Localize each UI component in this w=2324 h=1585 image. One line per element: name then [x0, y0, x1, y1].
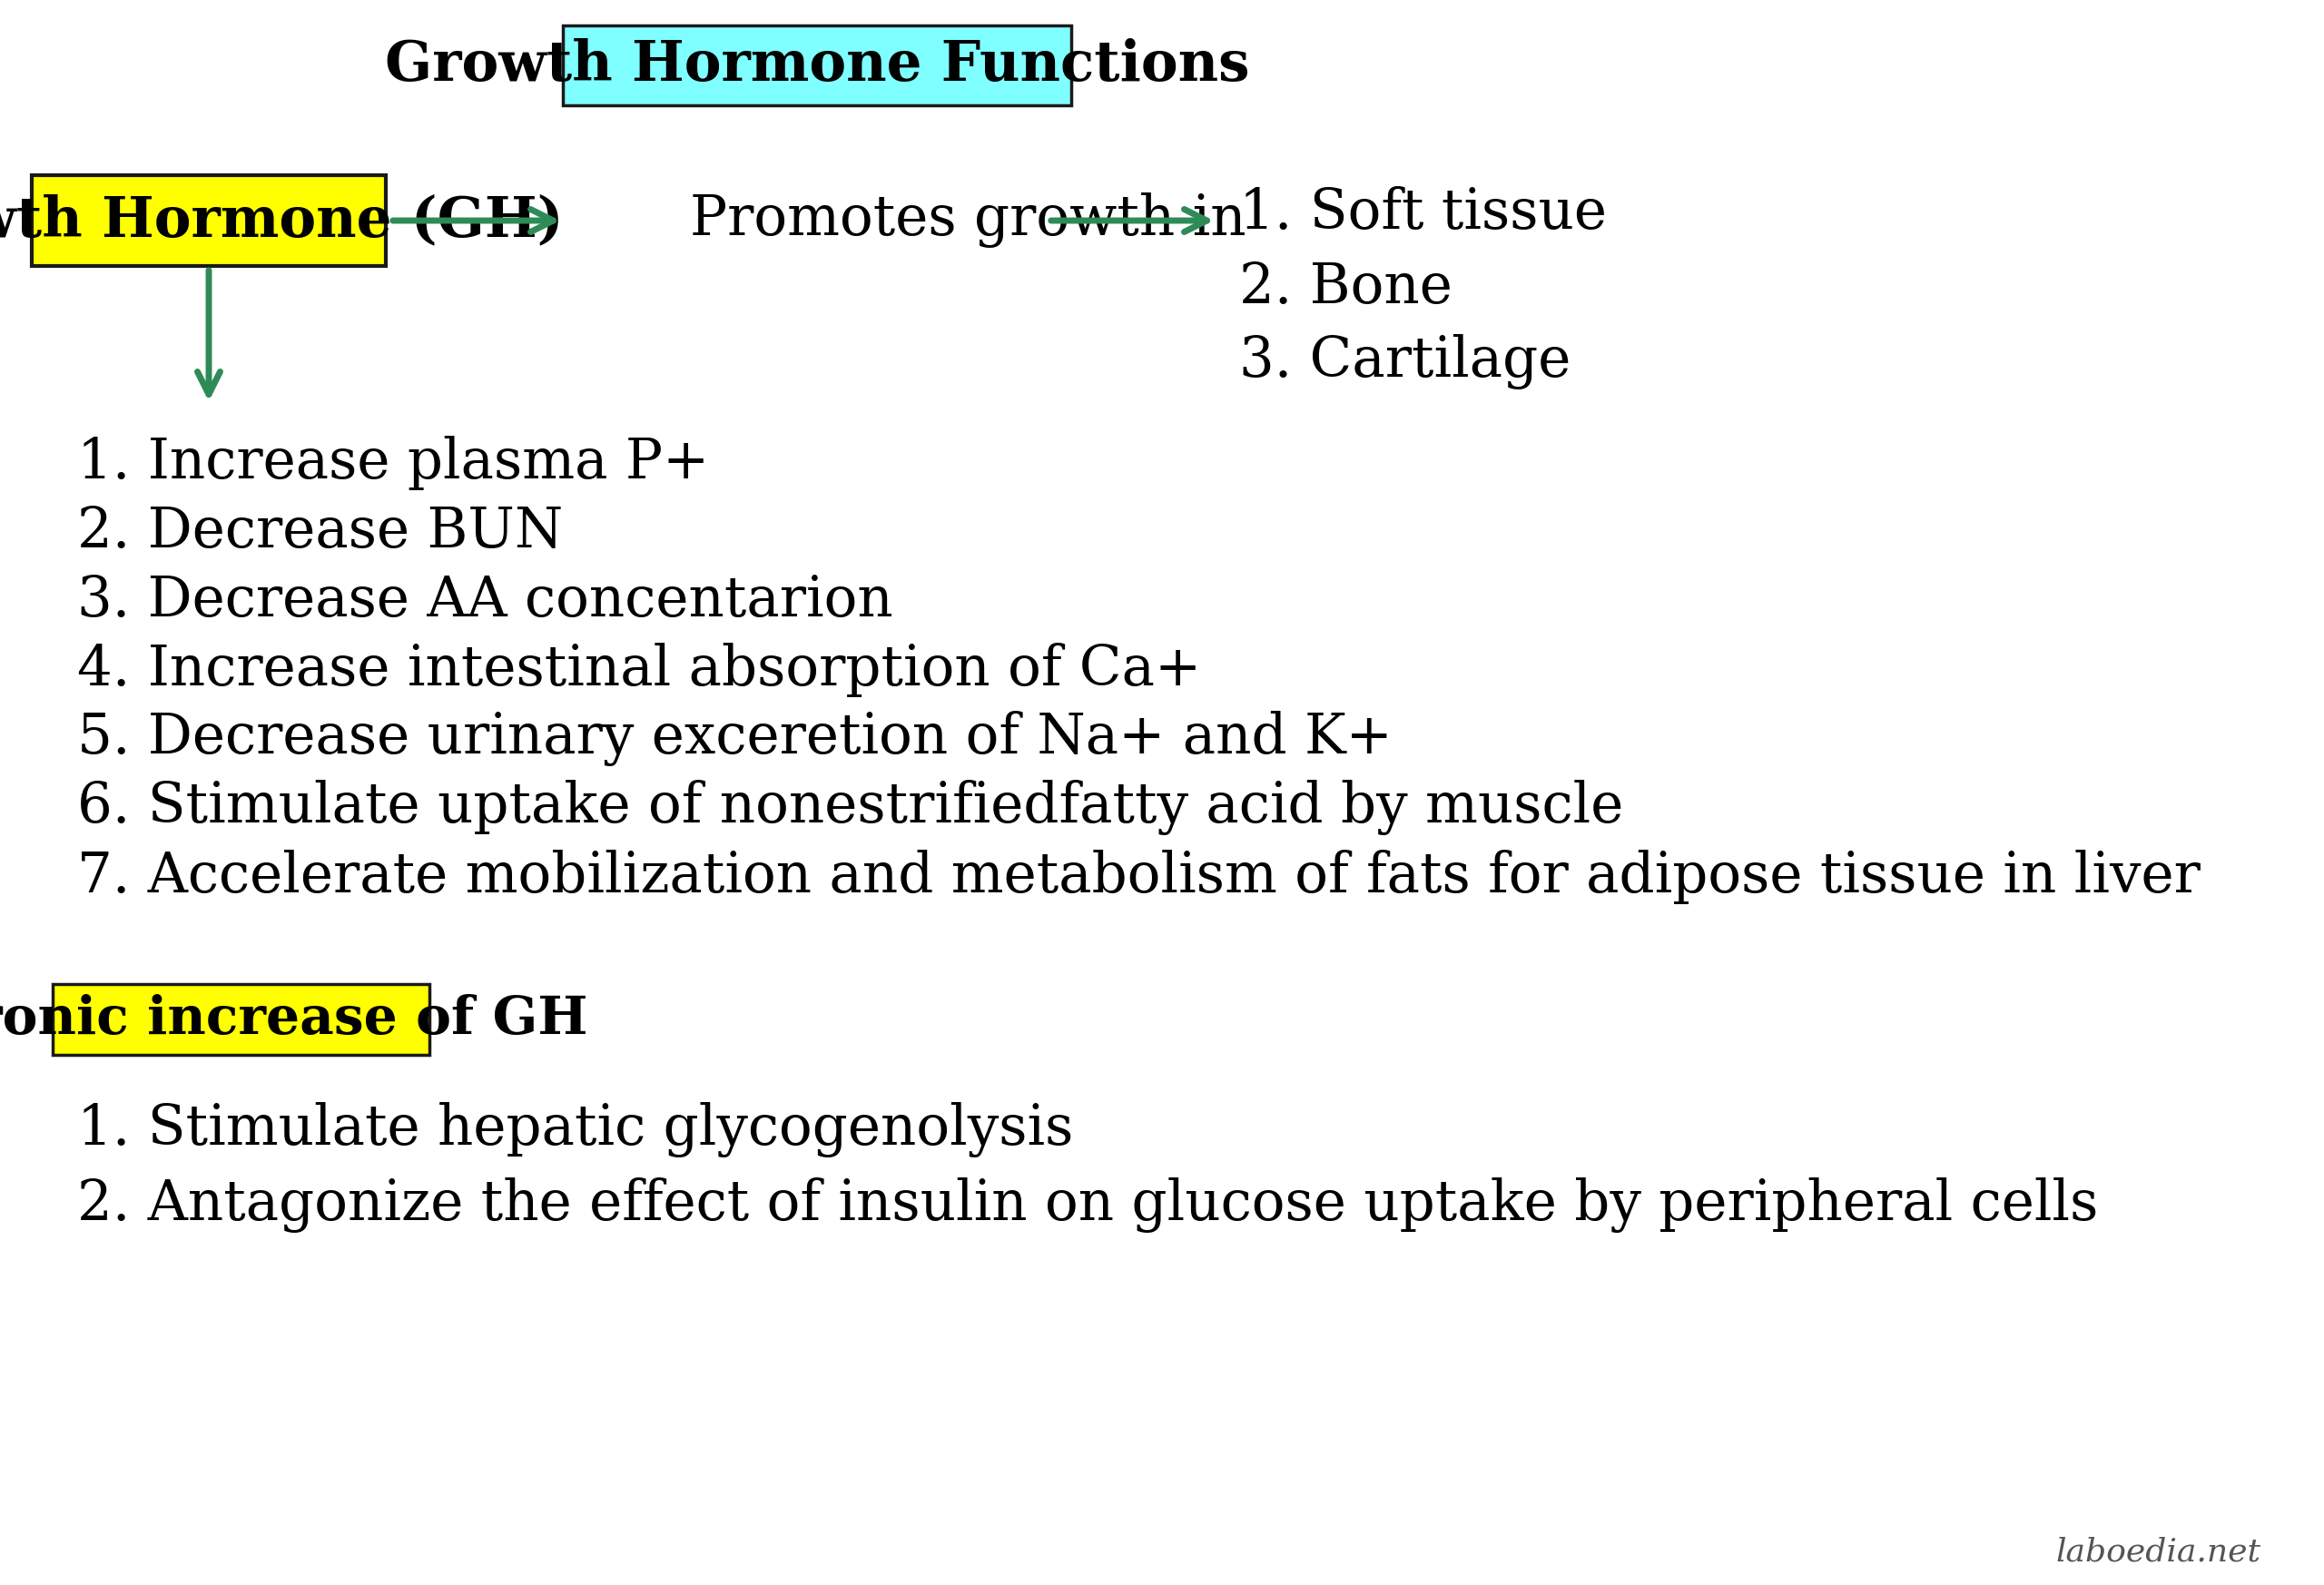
Text: 1. Soft tissue: 1. Soft tissue — [1239, 185, 1606, 241]
Text: 5. Decrease urinary exceretion of Na+ and K+: 5. Decrease urinary exceretion of Na+ an… — [77, 712, 1392, 767]
Text: laboedia.net: laboedia.net — [2054, 1537, 2261, 1568]
Text: 2. Bone: 2. Bone — [1239, 260, 1452, 315]
Text: 1. Stimulate hepatic glycogenolysis: 1. Stimulate hepatic glycogenolysis — [77, 1103, 1074, 1159]
Text: 1. Increase plasma P+: 1. Increase plasma P+ — [77, 436, 709, 490]
FancyBboxPatch shape — [51, 984, 430, 1056]
Text: Chronic increase of GH: Chronic increase of GH — [0, 994, 588, 1045]
Text: 3. Decrease AA concentarion: 3. Decrease AA concentarion — [77, 574, 892, 628]
Text: Growth Hormone Functions: Growth Hormone Functions — [386, 38, 1250, 92]
Text: Promotes growth in: Promotes growth in — [690, 193, 1246, 249]
FancyBboxPatch shape — [562, 25, 1071, 105]
Text: 2. Decrease BUN: 2. Decrease BUN — [77, 504, 562, 560]
Text: 7. Accelerate mobilization and metabolism of fats for adipose tissue in liver: 7. Accelerate mobilization and metabolis… — [77, 850, 2201, 903]
Text: 4. Increase intestinal absorption of Ca+: 4. Increase intestinal absorption of Ca+ — [77, 642, 1202, 697]
Text: 6. Stimulate uptake of nonestrifiedfatty acid by muscle: 6. Stimulate uptake of nonestrifiedfatty… — [77, 780, 1624, 835]
FancyBboxPatch shape — [33, 176, 386, 266]
Text: 3. Cartilage: 3. Cartilage — [1239, 334, 1571, 390]
Text: Growth Hormone (GH): Growth Hormone (GH) — [0, 193, 562, 247]
Text: 2. Antagonize the effect of insulin on glucose uptake by peripheral cells: 2. Antagonize the effect of insulin on g… — [77, 1178, 2099, 1232]
